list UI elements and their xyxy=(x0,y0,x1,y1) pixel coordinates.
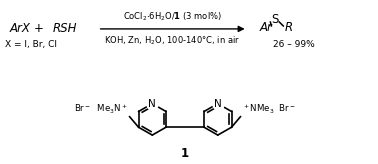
Text: Br$^-$  Me$_3$N$^+$: Br$^-$ Me$_3$N$^+$ xyxy=(74,102,128,116)
Text: S: S xyxy=(271,13,279,26)
Text: X = I, Br, Cl: X = I, Br, Cl xyxy=(5,40,57,49)
Text: 1: 1 xyxy=(181,147,189,160)
Text: KOH, Zn, H$_2$O, 100-140°C, in air: KOH, Zn, H$_2$O, 100-140°C, in air xyxy=(104,34,240,47)
Text: R: R xyxy=(284,21,293,34)
Text: +: + xyxy=(34,22,44,35)
Text: RSH: RSH xyxy=(53,22,77,35)
Text: N: N xyxy=(214,99,222,109)
Text: Ar: Ar xyxy=(259,21,273,34)
Text: 26 – 99%: 26 – 99% xyxy=(273,40,315,49)
Text: CoCl$_2$$\cdot$6H$_2$O/$\mathbf{1}$ (3 mol%): CoCl$_2$$\cdot$6H$_2$O/$\mathbf{1}$ (3 m… xyxy=(123,11,222,23)
Text: $^+$NMe$_3$  Br$^-$: $^+$NMe$_3$ Br$^-$ xyxy=(242,102,296,116)
Text: ArX: ArX xyxy=(9,22,30,35)
Text: N: N xyxy=(149,99,156,109)
